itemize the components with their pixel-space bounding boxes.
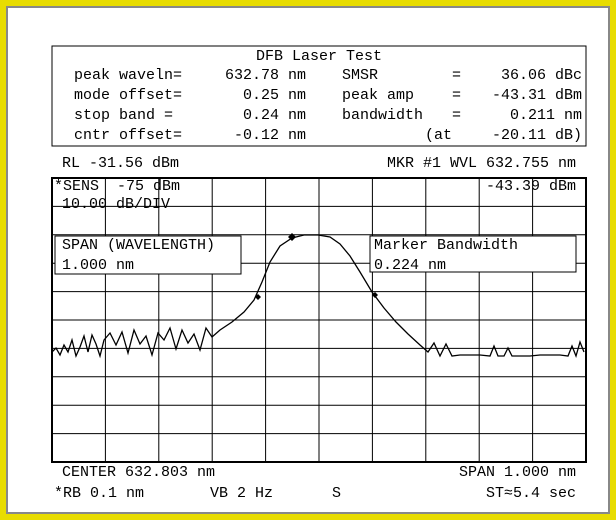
video-bandwidth: VB 2 Hz bbox=[210, 485, 273, 502]
label: stop band = bbox=[74, 107, 173, 124]
label: peak waveln= bbox=[74, 67, 182, 84]
label: (at bbox=[425, 127, 452, 144]
span: SPAN 1.000 nm bbox=[459, 464, 576, 481]
value: -43.31 dBm bbox=[492, 87, 582, 104]
title: DFB Laser Test bbox=[256, 48, 382, 65]
label: cntr offset= bbox=[74, 127, 182, 144]
label: SMSR bbox=[342, 67, 378, 84]
label: bandwidth bbox=[342, 107, 423, 124]
summary-box bbox=[51, 45, 587, 147]
bandwidth-box-title: Marker Bandwidth bbox=[374, 237, 518, 254]
value: -0.12 nm bbox=[234, 127, 306, 144]
sweep-mode: S bbox=[332, 485, 341, 502]
center: CENTER 632.803 nm bbox=[62, 464, 215, 481]
summary: peak waveln= 632.78 nm SMSR = 36.06 dBc … bbox=[74, 67, 582, 144]
reference-level: RL -31.56 dBm bbox=[62, 155, 179, 172]
value: -20.11 dB) bbox=[492, 127, 582, 144]
bandwidth-box bbox=[369, 235, 577, 273]
label: mode offset= bbox=[74, 87, 182, 104]
eq: = bbox=[452, 107, 461, 124]
value: 0.211 nm bbox=[510, 107, 582, 124]
marker-readout: MKR #1 WVL 632.755 nm bbox=[387, 155, 576, 172]
label: peak amp bbox=[342, 87, 414, 104]
eq: = bbox=[452, 87, 461, 104]
span-box-value: 1.000 nm bbox=[62, 257, 134, 274]
resolution: *RB 0.1 nm bbox=[54, 485, 144, 502]
marker-amplitude: -43.39 dBm bbox=[486, 178, 576, 195]
sensitivity: *SENS -75 dBm bbox=[54, 178, 180, 195]
sweep-time: ST≈5.4 sec bbox=[486, 485, 576, 502]
bandwidth-box-value: 0.224 nm bbox=[374, 257, 446, 274]
eq: = bbox=[452, 67, 461, 84]
span-box bbox=[54, 235, 242, 275]
spectrum-trace bbox=[51, 234, 585, 359]
value: 0.24 nm bbox=[243, 107, 306, 124]
scale: 10.00 dB/DIV bbox=[62, 196, 170, 213]
value: 0.25 nm bbox=[243, 87, 306, 104]
span-box-title: SPAN (WAVELENGTH) bbox=[62, 237, 215, 254]
value: 632.78 nm bbox=[225, 67, 306, 84]
value: 36.06 dBc bbox=[501, 67, 582, 84]
marker-points bbox=[255, 233, 378, 300]
